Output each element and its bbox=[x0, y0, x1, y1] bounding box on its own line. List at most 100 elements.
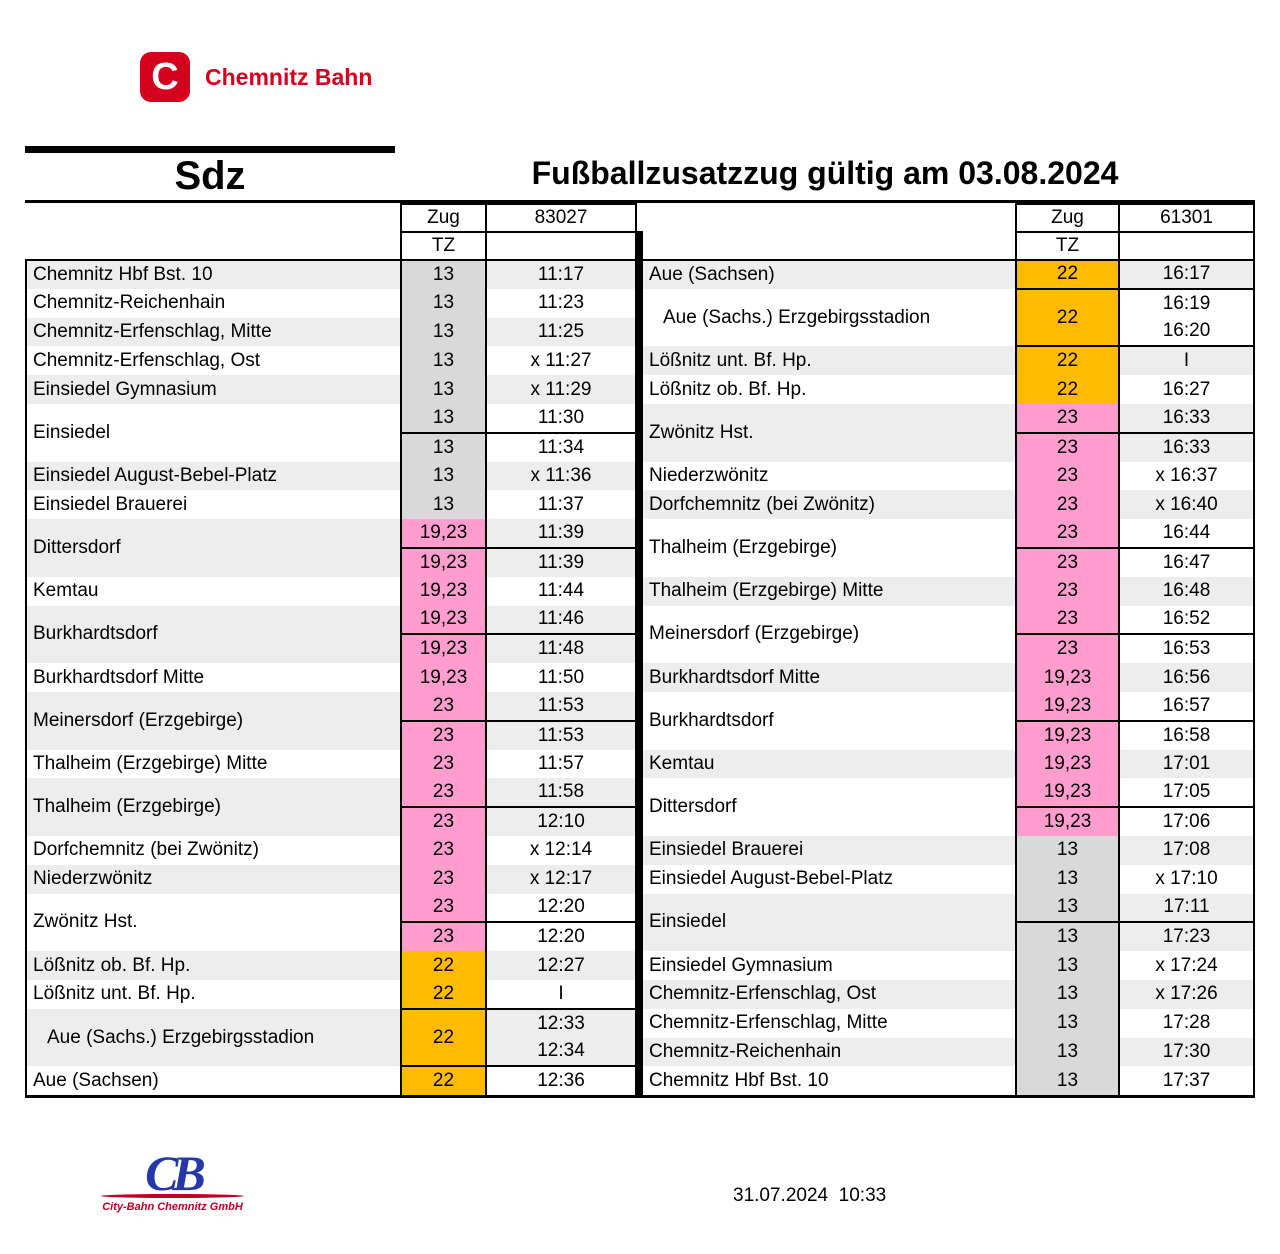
station-cell: Einsiedel bbox=[643, 893, 1017, 952]
tz-cell: 23 bbox=[1016, 519, 1120, 548]
timetable-row: Einsiedel 13 11:30 bbox=[25, 403, 637, 462]
station-cell: Einsiedel Brauerei bbox=[25, 490, 402, 520]
tz-cell: 23 bbox=[1016, 546, 1120, 577]
tz-cell: 13 bbox=[401, 431, 487, 462]
timetable-row: Einsiedel Brauerei 13 11:37 bbox=[25, 490, 637, 520]
timetable-row: Meinersdorf (Erzgebirge) 23 16:52 bbox=[643, 605, 1255, 664]
timetable-row: Burkhardtsdorf Mitte 19,23 11:50 bbox=[25, 663, 637, 692]
station-cell: Thalheim (Erzgebirge) Mitte bbox=[643, 576, 1017, 606]
timetable-row: Einsiedel Gymnasium 13 x 17:24 bbox=[643, 951, 1255, 980]
tz-cell: 22 bbox=[1016, 287, 1120, 347]
tz-cell: 19,23 bbox=[401, 546, 487, 577]
timetable-row: Einsiedel August-Bebel-Platz 13 x 17:10 bbox=[643, 864, 1255, 894]
time-cell: 16:57 bbox=[1119, 691, 1255, 721]
timetable-row: Burkhardtsdorf 19,23 16:57 bbox=[643, 691, 1255, 750]
timetable-row: Kemtau 19,23 17:01 bbox=[643, 749, 1255, 779]
station-cell: Einsiedel Gymnasium bbox=[643, 951, 1017, 980]
station-cell: Burkhardtsdorf Mitte bbox=[25, 663, 402, 692]
time-cell: 17:23 bbox=[1119, 921, 1255, 952]
station-cell: Chemnitz Hbf Bst. 10 bbox=[25, 259, 402, 289]
timetable-row: Kemtau 19,23 11:44 bbox=[25, 576, 637, 606]
tz-label: TZ bbox=[1015, 231, 1120, 261]
train-number: 61301 bbox=[1118, 203, 1255, 233]
tz-cell: 19,23 bbox=[1016, 691, 1120, 721]
timetable-row: Aue (Sachsen) 22 16:17 bbox=[643, 259, 1255, 289]
time-cell: x 16:40 bbox=[1119, 490, 1255, 520]
time-cell: 11:53 bbox=[486, 691, 637, 721]
station-cell: Chemnitz-Erfenschlag, Mitte bbox=[643, 1008, 1017, 1038]
time-cell: 17:28 bbox=[1119, 1008, 1255, 1038]
time-cell: x 17:10 bbox=[1119, 864, 1255, 894]
timetable-return: Zug 61301 TZ Aue (Sachsen) 22 16:17 Aue (Sachs… bbox=[643, 203, 1255, 1096]
station-cell: Chemnitz-Reichenhain bbox=[643, 1037, 1017, 1067]
timetable-row: 23 16:53 bbox=[643, 633, 1255, 664]
tz-cell: 19,23 bbox=[1016, 749, 1120, 779]
station-cell: Einsiedel bbox=[25, 403, 402, 462]
tz-cell: 23 bbox=[401, 719, 487, 750]
tz-cell: 23 bbox=[1016, 431, 1120, 462]
tz-cell: 23 bbox=[401, 921, 487, 952]
station-cell: Lößnitz unt. Bf. Hp. bbox=[643, 346, 1017, 376]
station-cell: Zwönitz Hst. bbox=[25, 893, 402, 952]
station-cell: Einsiedel August-Bebel-Platz bbox=[25, 461, 402, 491]
timetable-row: Chemnitz Hbf Bst. 10 13 17:37 bbox=[643, 1066, 1255, 1096]
station-cell: Chemnitz-Erfenschlag, Ost bbox=[643, 979, 1017, 1009]
tz-cell: 23 bbox=[1016, 403, 1120, 433]
time-cell: 11:39 bbox=[486, 546, 637, 577]
time-cell: I bbox=[1119, 345, 1255, 376]
timetable-row: Einsiedel Brauerei 13 17:08 bbox=[643, 835, 1255, 865]
timetable-row: Zwönitz Hst. 23 16:33 bbox=[643, 403, 1255, 462]
tz-cell: 13 bbox=[1016, 979, 1120, 1009]
tz-cell: 13 bbox=[1016, 951, 1120, 980]
tz-cell: 19,23 bbox=[1016, 719, 1120, 750]
timetable-row: Zwönitz Hst. 23 12:20 bbox=[25, 893, 637, 952]
station-cell: Thalheim (Erzgebirge) bbox=[25, 778, 402, 836]
station-cell: Aue (Sachs.) Erzgebirgsstadion bbox=[643, 288, 1017, 347]
tz-cell: 19,23 bbox=[401, 605, 487, 635]
tz-cell: 23 bbox=[1016, 605, 1120, 635]
title-bar: Sdz Fußballzusatzzug gültig am 03.08.202… bbox=[25, 146, 1255, 200]
tz-cell: 22 bbox=[1016, 259, 1120, 289]
city-bahn-logo-swoosh bbox=[101, 1194, 244, 1198]
time-cell: 11:50 bbox=[486, 663, 637, 692]
time-cell: 11:34 bbox=[486, 431, 637, 462]
station-cell: Chemnitz-Erfenschlag, Ost bbox=[25, 346, 402, 376]
station-cell: Dittersdorf bbox=[25, 519, 402, 577]
tz-cell: 13 bbox=[401, 259, 487, 289]
time-cell: x 17:24 bbox=[1119, 951, 1255, 980]
tz-cell: 19,23 bbox=[1016, 806, 1120, 836]
station-cell: Thalheim (Erzgebirge) bbox=[643, 519, 1017, 577]
tz-cell: 19,23 bbox=[401, 576, 487, 606]
timetable-row: Thalheim (Erzgebirge) Mitte 23 11:57 bbox=[25, 749, 637, 779]
zug-label: Zug bbox=[400, 203, 487, 233]
timetable-row: Meinersdorf (Erzgebirge) 23 11:53 bbox=[25, 691, 637, 750]
city-bahn-logo: CB City-Bahn Chemnitz GmbH bbox=[95, 1148, 250, 1213]
time-cell: 17:08 bbox=[1119, 835, 1255, 865]
tz-cell: 13 bbox=[401, 346, 487, 376]
tz-cell: 13 bbox=[1016, 1008, 1120, 1038]
city-bahn-logo-mark: CB bbox=[145, 1145, 206, 1201]
time-cell: 11:17 bbox=[486, 259, 637, 289]
timetable-row: Burkhardtsdorf Mitte 19,23 16:56 bbox=[643, 663, 1255, 692]
timetable-row: 23 16:33 bbox=[643, 431, 1255, 462]
tz-cell: 23 bbox=[401, 893, 487, 923]
tz-cell: 13 bbox=[1016, 893, 1120, 923]
tz-cell: 19,23 bbox=[1016, 778, 1120, 808]
timetable-row: 23 11:53 bbox=[26, 719, 637, 750]
tz-cell: 13 bbox=[1016, 864, 1120, 894]
station-column-header bbox=[643, 204, 1016, 232]
tz-cell: 23 bbox=[401, 864, 487, 894]
tz-cell: 22 bbox=[1016, 345, 1120, 376]
timetable-row: Lößnitz ob. Bf. Hp. 22 12:27 bbox=[25, 951, 637, 980]
timetable-row: Thalheim (Erzgebirge) Mitte 23 16:48 bbox=[643, 576, 1255, 606]
station-cell: Kemtau bbox=[643, 749, 1017, 779]
time-cell: 11:39 bbox=[486, 519, 637, 548]
timetable-row: Chemnitz-Erfenschlag, Ost 13 x 11:27 bbox=[25, 346, 637, 376]
time-cell: x 12:14 bbox=[486, 835, 637, 865]
time-cell: x 12:17 bbox=[486, 864, 637, 894]
time-cell: 16:44 bbox=[1119, 519, 1255, 548]
timetable-row: Einsiedel Gymnasium 13 x 11:29 bbox=[25, 375, 637, 404]
time-cell: x 11:36 bbox=[486, 461, 637, 491]
timetable-row: Niederzwönitz 23 x 12:17 bbox=[25, 864, 637, 894]
station-cell: Kemtau bbox=[25, 576, 402, 606]
